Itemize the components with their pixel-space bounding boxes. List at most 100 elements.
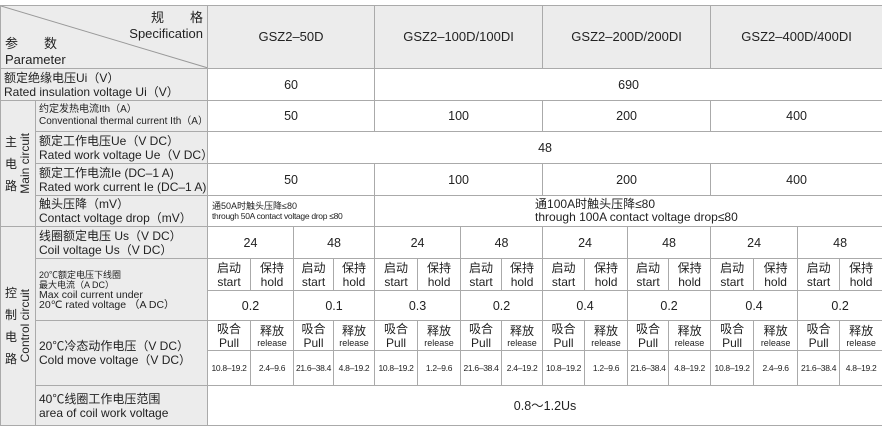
param-cn: 参 数 (5, 36, 58, 51)
mode-cell: 释放 release (501, 320, 544, 351)
table-cell: 0.2 (797, 290, 882, 321)
table-cell: 4.8–19.2 (668, 350, 712, 386)
label-en: Contact voltage drop（mV） (39, 211, 192, 225)
mode-cell: 启动 start (710, 258, 755, 291)
table-cell: 50 (206, 163, 376, 196)
row-coil-current: 0.2 0.1 0.3 0.2 0.4 0.2 0.4 0.2 (1, 290, 882, 321)
group-cn-char: 路 (4, 352, 17, 366)
label-en: area of coil work voltage (39, 405, 169, 420)
mode-cell: 吸合 Pull (293, 320, 334, 351)
group-cn-char: 控 (4, 286, 17, 300)
table-cell: 2.4–9.6 (250, 350, 294, 386)
label-cn: 启动 (551, 260, 576, 275)
table-cell: 0.4 (542, 290, 629, 321)
label-cn: 启动 (469, 260, 494, 275)
label-cn: 吸合 (469, 321, 494, 336)
mode-cell: 吸合 Pull (710, 320, 755, 351)
label-en: Conventional thermal current Ith（A） (39, 116, 208, 127)
group-en: Main circuit (18, 133, 32, 194)
table-cell: 21.6–38.4 (460, 350, 503, 386)
table-cell: 100 (374, 163, 544, 196)
row-cold-mode: 20℃冷态动作电压（V DC） Cold move voltage（V DC） 吸合… (1, 320, 882, 386)
table-cell: 200 (542, 163, 712, 196)
param-en: Parameter (5, 52, 66, 67)
mode-cell: 保持 hold (417, 258, 462, 291)
row-cold: 10.8–19.2 2.4–9.6 21.6–38.4 4.8–19.2 10.8–19… (1, 350, 882, 386)
label-cn: 40℃线圈工作电压范围 (39, 391, 161, 406)
label-cn: 保持 (342, 260, 367, 275)
label-en: Rated insulation voltage Ui（V） (4, 84, 179, 99)
mode-cell: 吸合 Pull (797, 320, 841, 351)
table-cell: 24 (374, 226, 462, 259)
label-cn: 额定绝缘电压Ui（V） (4, 70, 120, 85)
label-cn: 启动 (301, 260, 326, 275)
label-en: Pull (471, 335, 492, 350)
row-label: 触头压降（mV） Contact voltage drop（mV） (35, 195, 208, 227)
label-en: start (806, 274, 831, 289)
label-en: Coil voltage Us（V DC） (39, 242, 173, 257)
label-cn: 启动 (720, 260, 745, 275)
label-cn: 线圈额定电压 Us（V DC） (39, 228, 182, 243)
label-en: Rated work voltage Ue（V DC） (39, 147, 208, 162)
mode-cell: 释放 release (250, 320, 294, 351)
row-label: 线圈额定电压 Us（V DC） Coil voltage Us（V DC） (35, 226, 208, 259)
mode-cell: 释放 release (332, 320, 376, 351)
label-en: start (469, 274, 493, 289)
mode-cell: 保持 hold (501, 258, 544, 291)
drop-cn: 通50A时触头压降≤80 (212, 201, 297, 211)
mode-cell: 吸合 Pull (207, 320, 251, 351)
mode-cell: 释放 release (417, 320, 462, 351)
header-row: 规 格 Specification 参 数 Parameter GSZ2–50D GSZ… (0, 5, 882, 69)
table-cell: 4.8–19.2 (332, 350, 376, 386)
table-cell: 200 (542, 100, 712, 132)
label-cn: 启动 (806, 260, 831, 275)
label-cn: 启动 (384, 260, 409, 275)
table-cell: 21.6–38.4 (627, 350, 670, 386)
mode-cell: 启动 start (797, 258, 841, 291)
label-cn: 保持 (427, 260, 452, 275)
label-cn: 启动 (636, 260, 661, 275)
label-en: Pull (303, 335, 324, 350)
label-en: Pull (808, 335, 829, 350)
group-control-circuit: 控制电路 Control circuit (0, 226, 36, 426)
table-cell: 48 (627, 226, 712, 259)
group-cn-char: 电 (4, 330, 17, 344)
row-label: 20℃额定电压下线圈 最大电流（A DC） Max coil current und… (35, 258, 208, 321)
label-cn: 吸合 (301, 321, 326, 336)
table-cell: 48 (797, 226, 882, 259)
group-cn-char: 电 (4, 156, 17, 171)
label-en: hold (678, 274, 701, 289)
mode-cell: 释放 release (584, 320, 629, 351)
label-en: release (339, 337, 369, 348)
table-cell: 21.6–38.4 (797, 350, 841, 386)
table-cell: 48 (206, 131, 882, 164)
label-en: release (507, 337, 537, 348)
table-cell: 400 (710, 100, 882, 132)
label-cn: 吸合 (216, 321, 241, 336)
label-cn: 吸合 (551, 321, 576, 336)
table-cell: 0.1 (292, 290, 376, 321)
table-cell: 48 (292, 226, 376, 259)
label-cn: 释放 (677, 323, 702, 338)
table-cell: 60 (206, 68, 376, 101)
mode-cell: 释放 release (839, 320, 882, 351)
label-cn: 释放 (594, 323, 619, 338)
row-ue: 额定工作电压Ue（V DC） Rated work voltage Ue（V DC… (1, 131, 882, 164)
label-cn: 释放 (849, 323, 874, 338)
mode-cell: 启动 start (374, 258, 419, 291)
mode-cell: 释放 release (668, 320, 712, 351)
label-cn: 额定工作电流Ie (DC–1 A) (39, 165, 174, 180)
label-cn: 保持 (594, 260, 619, 275)
mode-cell: 保持 hold (584, 258, 629, 291)
group-cn-char: 主 (4, 134, 17, 149)
label-cn: 吸合 (806, 321, 831, 336)
table-cell: 0.2 (207, 290, 294, 321)
row-coil-current-mode: 20℃额定电压下线圈 最大电流（A DC） Max coil current und… (1, 258, 882, 321)
table-cell: 4.8–19.2 (839, 350, 882, 386)
mode-cell: 释放 release (753, 320, 799, 351)
row-us: 控制电路 Control circuit 线圈额定电压 Us（V DC） Coil v… (0, 226, 882, 426)
label-cn: 释放 (427, 323, 452, 338)
table-cell: 400 (710, 163, 882, 196)
label-en: hold (594, 274, 618, 289)
table-cell: 24 (207, 226, 294, 259)
